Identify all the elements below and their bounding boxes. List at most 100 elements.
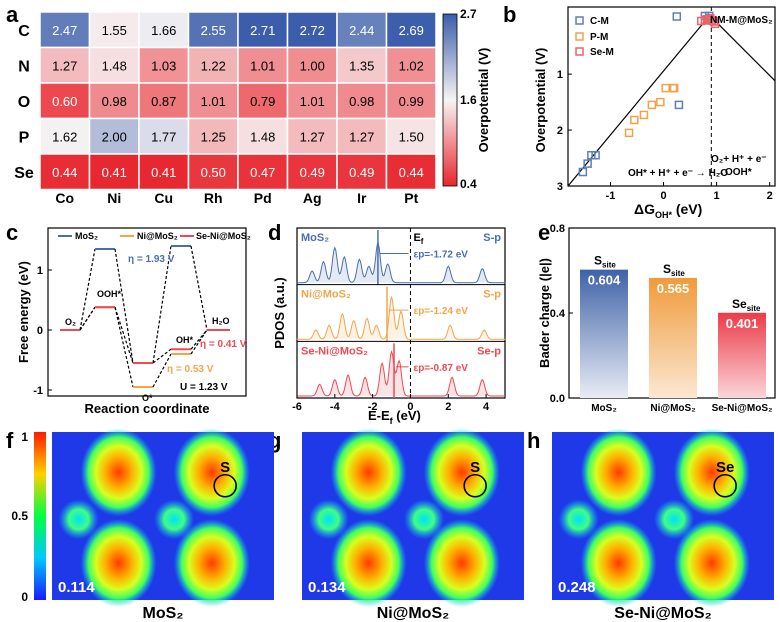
volcano-annotation-left: OH* + H⁺ + e⁻ → H₂O xyxy=(628,168,728,179)
energy-connector xyxy=(152,348,172,364)
volcano-point-P-M xyxy=(656,97,665,107)
heatmap-value: 1.01 xyxy=(250,58,275,73)
energy-connector xyxy=(114,248,134,364)
elf-atom-circle xyxy=(463,473,487,498)
heatmap-value: 1.55 xyxy=(102,23,127,38)
elf-atom-circle xyxy=(713,473,737,498)
legend-label-se: Se-Ni@MoS₂ xyxy=(196,231,251,241)
heatmap-value: 1.25 xyxy=(201,129,226,144)
heatmap-value: 2.55 xyxy=(201,23,226,38)
heatmap-colorbar-ticks: 2.7 1.6 0.4 xyxy=(460,7,477,191)
heatmap-value: 2.44 xyxy=(349,23,374,38)
heatmap-value: 0.44 xyxy=(399,165,424,180)
x-tick-label: 2 xyxy=(445,401,451,413)
volcano-point-P-M xyxy=(630,115,639,125)
col-label-Ni: Ni xyxy=(107,190,121,206)
u-label: U = 1.23 V xyxy=(180,382,228,393)
heatmap-value: 2.69 xyxy=(399,23,424,38)
volcano-ylabel: Overpotential (V) xyxy=(533,48,548,153)
row-label-Se: Se xyxy=(14,165,34,182)
col-label-Co: Co xyxy=(55,190,74,206)
heatmap-cell xyxy=(187,153,239,191)
heatmap-value: 0.98 xyxy=(349,94,374,109)
heatmap-value: 1.02 xyxy=(399,58,424,73)
heatmap-cell xyxy=(88,153,140,191)
pdos-area-MoS₂ xyxy=(297,243,505,283)
elf-caption: MoS₂ xyxy=(143,605,184,622)
panel-c: c O₂ OOH* O* OH* H₂O -1 0 1 MoS₂ Ni@MoS₂ Se-Ni… xyxy=(6,220,251,416)
panel-b: b -1 0 1 2 1 2 3 C-M P-M Se-M NM-M@MoS₂ OH* + … xyxy=(503,2,776,220)
bader-bar xyxy=(649,277,697,398)
pdos-eps-label: εp=-1.72 eV xyxy=(413,250,468,261)
step-label: O₂ xyxy=(65,317,76,327)
energy-plot-frame xyxy=(47,227,247,397)
pdos-curve-MoS₂ xyxy=(296,242,506,284)
x-tick-label: -4 xyxy=(330,401,341,413)
volcano-point-C-M xyxy=(674,100,684,110)
heatmap-cell xyxy=(237,82,289,120)
colorbar-tick: 1.6 xyxy=(460,93,477,107)
volcano-point-C-M xyxy=(583,159,592,168)
panel-label-h: h xyxy=(527,428,540,453)
heatmap-col-labels: Co Ni Cu Rh Pd Ag Ir Pt xyxy=(55,190,418,206)
heatmap-cell xyxy=(336,82,388,120)
x-tick-label: MoS₂ xyxy=(591,403,617,414)
bader-bar xyxy=(718,312,766,398)
heatmap-cell xyxy=(138,117,190,155)
pdos-name: MoS₂ xyxy=(301,232,329,244)
energy-connector xyxy=(114,307,134,364)
heatmap-value: 0.87 xyxy=(151,94,176,109)
pdos-orbital: Se-p xyxy=(477,345,501,357)
pdos-curve-Se-Ni@MoS₂ xyxy=(297,350,505,397)
pdos-axis-ticks: -6 -4 -2 0 2 4 xyxy=(292,394,490,413)
heatmap-value: 1.50 xyxy=(399,129,424,144)
pdos-plot-frame xyxy=(296,227,506,399)
heatmap-cell xyxy=(385,11,437,49)
heatmap-value: 1.77 xyxy=(151,129,176,144)
site-sub: site xyxy=(671,269,685,278)
eps-value: p=-0.87 eV xyxy=(418,363,468,374)
elf-map-f: S 0.114 MoS₂ xyxy=(52,428,274,622)
col-label-Pt: Pt xyxy=(404,190,418,206)
col-label-Ir: Ir xyxy=(357,190,367,206)
volcano-annotation-top: NM-M@MoS₂ xyxy=(710,15,773,26)
heatmap-value: 1.03 xyxy=(151,58,176,73)
bader-ylabel: Bader charge (|e|) xyxy=(537,258,552,368)
y-tick-label: 1 xyxy=(557,69,563,81)
bader-value: 0.604 xyxy=(588,273,621,288)
heatmap-cell xyxy=(237,153,289,191)
legend-label-sem: Se-M xyxy=(590,47,614,58)
step-label: O* xyxy=(142,393,153,403)
site-sub: site xyxy=(747,304,761,313)
row-label-P: P xyxy=(19,129,30,146)
x-tick-label: 0 xyxy=(660,190,666,202)
fermi-label: Ef xyxy=(413,232,423,246)
volcano-point-P-M xyxy=(647,100,657,110)
x-tick-label: 0 xyxy=(407,401,413,413)
elf-lobe xyxy=(580,428,657,517)
x-tick-label: -2 xyxy=(368,401,378,413)
site-atom: S xyxy=(594,254,602,268)
volcano-annotation-right-2: →OOH* xyxy=(715,167,752,178)
bader-axis-ticks: MoS₂ Ni@MoS₂ Se-Ni@MoS₂ 0.0 0.4 0.8 xyxy=(550,223,773,414)
legend-label-ni: Ni@MoS₂ xyxy=(137,231,178,241)
bader-site-label: Ssite xyxy=(594,254,616,270)
heatmap-cells: 2.47 1.55 1.66 2.55 2.71 2.72 2.44 2.69 1.27 1.48… xyxy=(39,11,437,191)
heatmap-cell xyxy=(286,46,338,84)
pdos-eps-label: εp=-0.87 eV xyxy=(413,363,468,374)
heatmap-value: 0.41 xyxy=(151,165,176,180)
elf-map-g: S 0.134 Ni@MoS₂ xyxy=(302,428,524,622)
elf-atom-label: S xyxy=(470,459,480,476)
panel-a: a 2.47 1.55 1.66 2.55 2.71 2.72 2.44 2.69 1.27 1.… xyxy=(6,2,491,206)
panel-f: f 1 0.5 0 xyxy=(6,428,46,604)
col-label-Cu: Cu xyxy=(154,190,173,206)
elf-caption: Ni@MoS₂ xyxy=(377,605,449,622)
panel-label-f: f xyxy=(6,428,14,453)
panel-label-e: e xyxy=(538,220,550,245)
row-label-O: O xyxy=(18,94,30,111)
eta-mos2-label: η = 1.93 V xyxy=(128,254,175,265)
heatmap-value: 2.72 xyxy=(300,23,325,38)
heatmap-value: 1.01 xyxy=(300,94,325,109)
